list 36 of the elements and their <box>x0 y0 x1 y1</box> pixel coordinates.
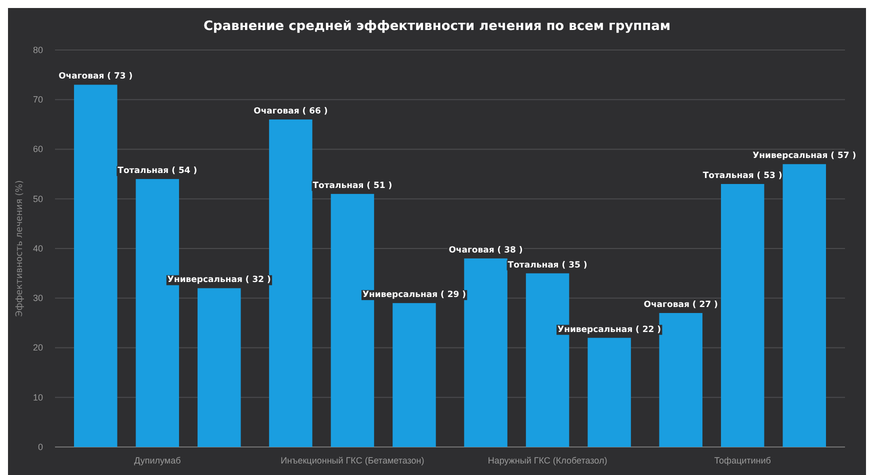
y-tick-label: 40 <box>32 243 43 254</box>
bar <box>392 303 436 447</box>
data-label: Очаговая ( 73 ) <box>58 72 133 82</box>
data-label: Универсальная ( 29 ) <box>362 290 466 300</box>
bar <box>464 258 508 447</box>
y-tick-label: 70 <box>32 94 43 105</box>
bar <box>588 338 631 447</box>
data-label: Универсальная ( 57 ) <box>752 151 856 162</box>
data-label: Тотальная ( 51 ) <box>312 180 392 191</box>
bar <box>269 119 312 447</box>
y-tick-label: 10 <box>32 392 43 402</box>
data-label: Тотальная ( 53 ) <box>702 170 782 181</box>
data-label: Универсальная ( 32 ) <box>167 275 272 286</box>
chart-title: Сравнение средней эффективности лечения по всем группам <box>204 19 670 34</box>
x-tick-label: Наружный ГКС (Клобетазол) <box>488 455 608 466</box>
y-tick-label: 60 <box>32 144 43 154</box>
data-label: Тотальная ( 54 ) <box>118 166 198 176</box>
bar <box>659 313 702 447</box>
bar <box>720 184 764 447</box>
data-label: Очаговая ( 27 ) <box>644 300 718 310</box>
data-label: Очаговая ( 38 ) <box>448 245 523 256</box>
data-label: Очаговая ( 66 ) <box>254 106 328 116</box>
y-tick-label: 50 <box>32 194 43 204</box>
x-tick-label: Инъекционный ГКС (Бетаметазон) <box>280 455 424 466</box>
x-tick-label: Тофацитиниб <box>714 455 771 466</box>
y-tick-label: 0 <box>38 442 43 452</box>
y-tick-label: 20 <box>32 342 43 353</box>
data-label: Тотальная ( 35 ) <box>508 260 588 270</box>
y-tick-label: 80 <box>32 44 43 55</box>
x-tick-label: Дупилумаб <box>134 455 181 466</box>
data-label: Универсальная ( 22 ) <box>558 324 662 335</box>
bar <box>782 164 826 447</box>
y-tick-label: 30 <box>32 293 43 304</box>
y-axis-title: Эффективность лечения (%) <box>15 180 25 317</box>
bar <box>74 84 118 447</box>
bar <box>198 288 241 447</box>
